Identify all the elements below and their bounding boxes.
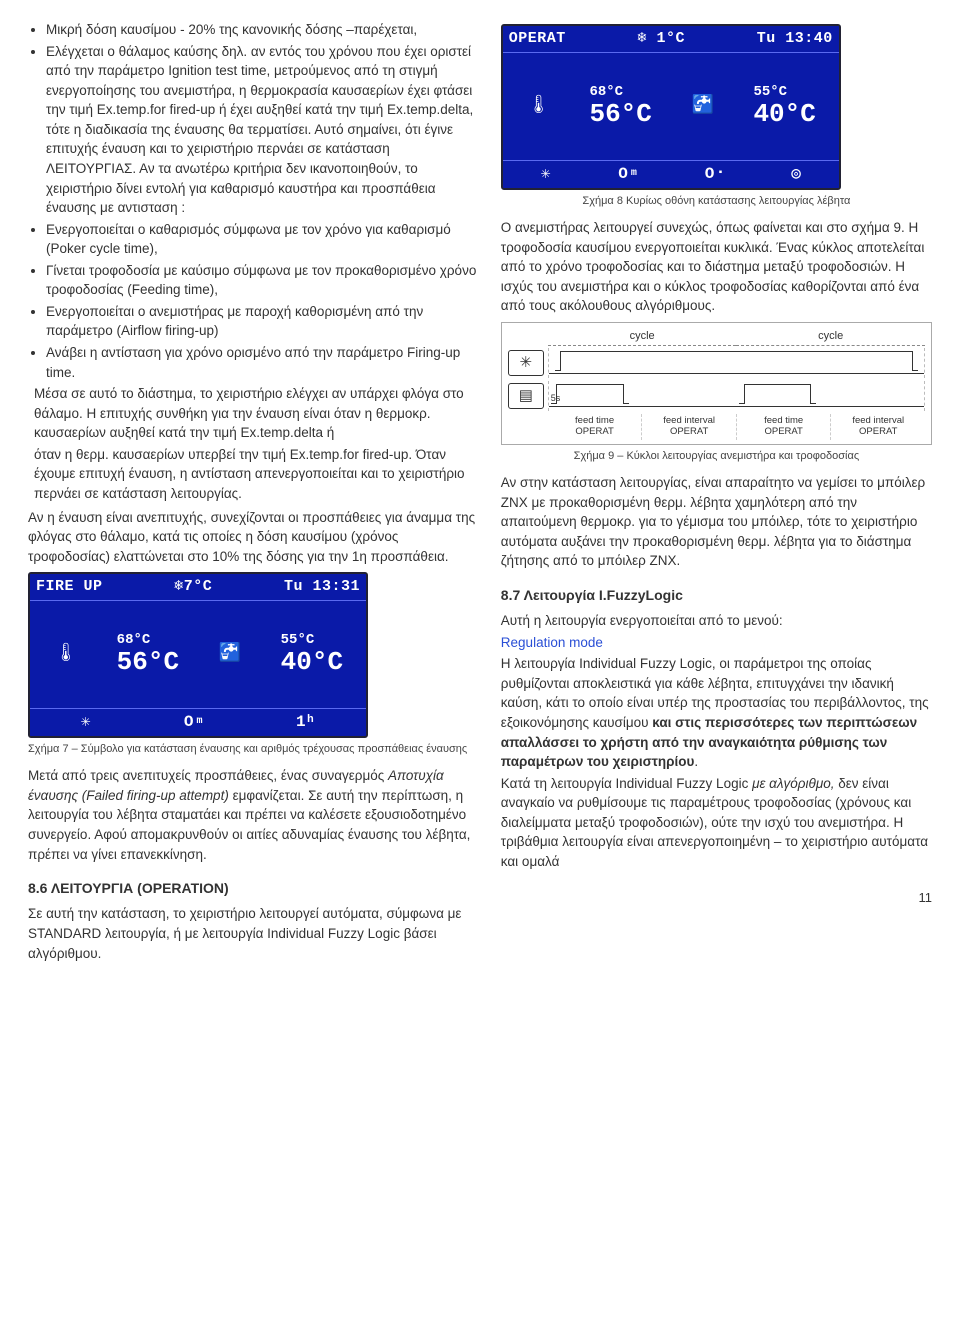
cycle-header: cycle cycle xyxy=(548,329,925,346)
left-column: Μικρή δόση καυσίμου - 20% της κανονικής … xyxy=(28,18,477,965)
lcd-time: Tu 13:40 xyxy=(757,28,833,50)
bullet-item: Γίνεται τροφοδοσία με καύσιμο σύμφωνα με… xyxy=(46,261,477,300)
bullet-text: Ανάβει η αντίσταση για χρόνο ορισμένο απ… xyxy=(46,345,460,380)
temp-current: 56°C xyxy=(117,649,179,675)
section-heading-8-7: 8.7 Λειτουργία I.FuzzyLogic xyxy=(501,585,932,605)
paragraph: Σε αυτή την κατάσταση, το χειριστήριο λε… xyxy=(28,904,477,963)
figure-8-caption: Σχήμα 8 Κυρίως οθόνη κατάστασης λειτουργ… xyxy=(501,194,932,208)
section-heading-8-6: 8.6 ΛΕΙΤΟΥΡΓΙΑ (OPERATION) xyxy=(28,878,477,898)
temp-setpoint: 68°C xyxy=(589,85,623,99)
paragraph: Αν η έναυση είναι ανεπιτυχής, συνεχίζοντ… xyxy=(28,508,477,567)
thermometer-icon: 🌡 xyxy=(53,641,79,667)
attempt-counter: 1ʰ xyxy=(296,711,315,734)
cycle-row-fan: ✳ xyxy=(508,348,925,378)
lcd-screen: FIRE UP ❄7°C Tu 13:31 🌡 68°C 56°C 🚰 55°C… xyxy=(28,572,368,738)
feed-label: feed timeOPERAT xyxy=(548,414,642,440)
five-sec-label: 5s xyxy=(551,392,561,405)
lcd-body: 🌡 68°C 56°C 🚰 55°C 40°C xyxy=(30,601,366,708)
figure-8-lcd: OPERAT ❄ 1°C Tu 13:40 🌡 68°C 56°C 🚰 55°C… xyxy=(501,24,841,190)
lcd-header: OPERAT ❄ 1°C Tu 13:40 xyxy=(503,26,839,53)
feed-label: feed intervalOPERAT xyxy=(830,414,925,440)
cycle-label: cycle xyxy=(548,329,737,346)
paragraph: Αν στην κατάσταση λειτουργίας, είναι απα… xyxy=(501,473,932,571)
temp-setpoint: 55°C xyxy=(753,85,787,99)
lcd-body: 🌡 68°C 56°C 🚰 55°C 40°C xyxy=(503,53,839,160)
paragraph: Μέσα σε αυτό το διάστημα, το χειριστήριο… xyxy=(34,384,477,443)
figure-7-caption: Σχήμα 7 – Σύμβολο για κατάσταση έναυσης … xyxy=(28,742,477,756)
feed-labels-row: feed timeOPERAT feed intervalOPERAT feed… xyxy=(548,414,925,440)
tap-icon: 🚰 xyxy=(690,93,716,119)
lcd-time: Tu 13:31 xyxy=(284,576,360,598)
burner-icon: ◎ xyxy=(791,163,801,186)
lcd-mode: FIRE UP xyxy=(36,576,103,598)
figure-7-lcd: FIRE UP ❄7°C Tu 13:31 🌡 68°C 56°C 🚰 55°C… xyxy=(28,572,368,738)
text: Μετά από τρεις ανεπιτυχείς προσπάθειες, … xyxy=(28,768,388,783)
pump-icon: Om xyxy=(618,163,637,186)
page-number: 11 xyxy=(501,889,932,908)
figure-9-caption: Σχήμα 9 – Κύκλοι λειτουργίας ανεμιστήρα … xyxy=(501,449,932,463)
paragraph-fuzzy-desc: Η λειτουργία Individual Fuzzy Logic, οι … xyxy=(501,654,932,771)
bullet-item: Ελέγχεται ο θάλαμος καύσης δηλ. αν εντός… xyxy=(46,42,477,218)
bullet-text: Ελέγχεται ο θάλαμος καύσης δηλ. αν εντός… xyxy=(46,44,473,216)
lcd-weather: ❄7°C xyxy=(174,576,212,598)
bullet-list-top: Μικρή δόση καυσίμου - 20% της κανονικής … xyxy=(28,20,477,382)
feed-label: feed intervalOPERAT xyxy=(641,414,736,440)
page-container: Μικρή δόση καυσίμου - 20% της κανονικής … xyxy=(28,18,932,965)
regulation-mode-link: Regulation mode xyxy=(501,633,932,653)
lcd-header: FIRE UP ❄7°C Tu 13:31 xyxy=(30,574,366,601)
paragraph: όταν η θερμ. καυσαερίων υπερβεί την τιμή… xyxy=(34,445,477,504)
temp-readout-dhw: 55°C 40°C xyxy=(281,633,343,675)
fan-icon: ✳ xyxy=(541,163,551,186)
right-column: OPERAT ❄ 1°C Tu 13:40 🌡 68°C 56°C 🚰 55°C… xyxy=(501,18,932,965)
bullet-text: Ενεργοποιείται ο ανεμιστήρας με παροχή κ… xyxy=(46,304,423,339)
cycle-row-feeder: ▤ 5s xyxy=(508,381,925,411)
thermometer-icon: 🌡 xyxy=(526,93,552,119)
feeder-icon: ▤ xyxy=(508,383,544,409)
paragraph: Ο ανεμιστήρας λειτουργεί συνεχώς, όπως φ… xyxy=(501,218,932,316)
figure-9-cycle-diagram: cycle cycle ✳ ▤ 5s xyxy=(501,322,932,445)
temp-current: 40°C xyxy=(753,101,815,127)
bullet-item: Ενεργοποιείται ο ανεμιστήρας με παροχή κ… xyxy=(46,302,477,341)
bullet-item: Ενεργοποιείται ο καθαρισμός σύμφωνα με τ… xyxy=(46,220,477,259)
text: Κατά τη λειτουργία Individual Fuzzy Logi… xyxy=(501,776,752,791)
paragraph-fuzzy-algo: Κατά τη λειτουργία Individual Fuzzy Logi… xyxy=(501,774,932,872)
lcd-footer: ✳ Om 1ʰ xyxy=(30,708,366,736)
pump-icon: Om xyxy=(184,711,203,734)
temp-readout-boiler: 68°C 56°C xyxy=(589,85,651,127)
temp-readout-boiler: 68°C 56°C xyxy=(117,633,179,675)
paragraph-alarm: Μετά από τρεις ανεπιτυχείς προσπάθειες, … xyxy=(28,766,477,864)
feeder-waveform: 5s xyxy=(548,381,925,411)
lcd-mode: OPERAT xyxy=(509,28,566,50)
bullet-text: Γίνεται τροφοδοσία με καύσιμο σύμφωνα με… xyxy=(46,263,476,298)
lcd-weather: ❄ 1°C xyxy=(638,28,686,50)
pump2-icon: O▪ xyxy=(705,163,724,186)
lcd-screen: OPERAT ❄ 1°C Tu 13:40 🌡 68°C 56°C 🚰 55°C… xyxy=(501,24,841,190)
temp-setpoint: 55°C xyxy=(281,633,315,647)
paragraph: Αυτή η λειτουργία ενεργοποιείται από το … xyxy=(501,611,932,631)
bullet-item: Μικρή δόση καυσίμου - 20% της κανονικής … xyxy=(46,20,477,40)
bullet-text: Μικρή δόση καυσίμου - 20% της κανονικής … xyxy=(46,22,417,37)
fan-icon: ✳ xyxy=(508,350,544,376)
fan-waveform xyxy=(548,348,925,378)
text-italic: με αλγόριθμο, xyxy=(752,776,834,791)
feed-label: feed timeOPERAT xyxy=(736,414,831,440)
temp-current: 40°C xyxy=(281,649,343,675)
temp-setpoint: 68°C xyxy=(117,633,151,647)
tap-icon: 🚰 xyxy=(217,641,243,667)
cycle-label: cycle xyxy=(736,329,925,346)
fan-icon: ✳ xyxy=(81,711,91,734)
bullet-text: Ενεργοποιείται ο καθαρισμός σύμφωνα με τ… xyxy=(46,222,451,257)
lcd-footer: ✳ Om O▪ ◎ xyxy=(503,160,839,188)
temp-readout-dhw: 55°C 40°C xyxy=(753,85,815,127)
temp-current: 56°C xyxy=(589,101,651,127)
bullet-item: Ανάβει η αντίσταση για χρόνο ορισμένο απ… xyxy=(46,343,477,382)
